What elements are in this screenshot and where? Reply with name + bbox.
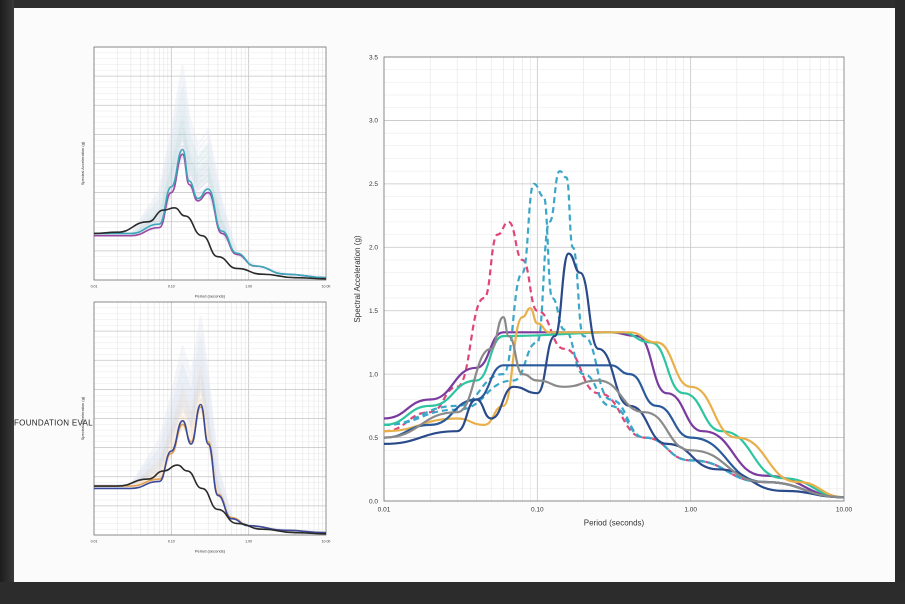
plot-frame xyxy=(93,301,327,536)
gridlines xyxy=(93,46,326,281)
y-axis-title: Spectral Acceleration (g) xyxy=(353,235,362,322)
x-tick-label: 10.00 xyxy=(322,285,331,289)
x-tick-label: 1.00 xyxy=(684,507,697,514)
series-line-6 xyxy=(383,364,845,499)
x-tick-label: 0.01 xyxy=(91,285,98,289)
y-tick-label: 1.0 xyxy=(369,371,378,378)
y-tick-label: 1.5 xyxy=(369,308,378,315)
series-line-4 xyxy=(383,331,845,499)
x-tick-label: 0.10 xyxy=(168,285,175,289)
series-line-3 xyxy=(383,331,845,499)
chart-top-left: 0.01 0.10 1.00 10.00 Period (seconds) Spectra… xyxy=(14,8,330,299)
x-axis-title: Period (seconds) xyxy=(195,294,226,299)
window-left-border xyxy=(0,0,14,604)
window-bottom-border xyxy=(0,582,905,604)
chart-main: 0.01 0.10 1.00 10.00 0.0 0.5 1.0 1.5 2.0 2.5 3.0 3.… xyxy=(14,54,853,527)
x-axis-title: Period (seconds) xyxy=(584,519,645,528)
x-tick-label: 0.10 xyxy=(168,540,175,544)
x-tick-label: 10.00 xyxy=(836,507,853,514)
plot-frame xyxy=(93,46,327,281)
x-tick-label: 0.10 xyxy=(531,507,544,514)
chart-bottom-left: 0.01 0.10 1.00 10.00 Period (seconds) Spectra… xyxy=(14,8,330,554)
gridlines xyxy=(383,56,844,502)
x-tick-label: 0.01 xyxy=(91,540,98,544)
y-tick-label: 0.0 xyxy=(369,498,378,505)
series-line-8 xyxy=(383,316,845,499)
y-tick-label: 3.0 xyxy=(369,118,378,125)
series-line-2 xyxy=(93,464,327,535)
x-tick-label: 10.00 xyxy=(322,540,331,544)
series-line-2 xyxy=(383,170,845,499)
figure-canvas: 0.01 0.10 1.00 10.00 0.0 0.5 1.0 1.5 2.0 2.5 3.0 3.… xyxy=(14,8,853,554)
y-axis-title: Spectral Acceleration (g) xyxy=(80,141,85,185)
figure-page: 0.01 0.10 1.00 10.00 0.0 0.5 1.0 1.5 2.0 2.5 3.0 3.… xyxy=(14,8,895,582)
chart-annotation: AVERAGE MAXIMUM RESPONSE SPECTRA - SUBDU… xyxy=(14,8,144,9)
y-tick-label: 2.5 xyxy=(369,181,378,188)
x-tick-label: 1.00 xyxy=(245,285,252,289)
y-tick-label: 0.5 xyxy=(369,435,378,442)
plot-area xyxy=(384,57,844,501)
chart-annotation: AVERAGE MAXIMUM RESPONSE SPECTRA - LOCAL… xyxy=(14,8,130,9)
series-line-5 xyxy=(383,307,845,499)
x-axis-title: Period (seconds) xyxy=(195,549,226,554)
series-line-1 xyxy=(94,148,327,279)
plot-frame xyxy=(383,56,845,502)
window-right-border xyxy=(895,0,905,604)
y-axis-title: Spectral Acceleration (g) xyxy=(80,396,85,440)
series-line-2 xyxy=(93,207,327,280)
x-tick-label: 1.00 xyxy=(245,540,252,544)
y-tick-label: 2.0 xyxy=(369,245,378,252)
series-line-7 xyxy=(383,252,845,499)
y-tick-label: 3.5 xyxy=(369,54,378,61)
x-tick-label: 0.01 xyxy=(378,507,391,514)
window-top-border xyxy=(0,0,905,8)
